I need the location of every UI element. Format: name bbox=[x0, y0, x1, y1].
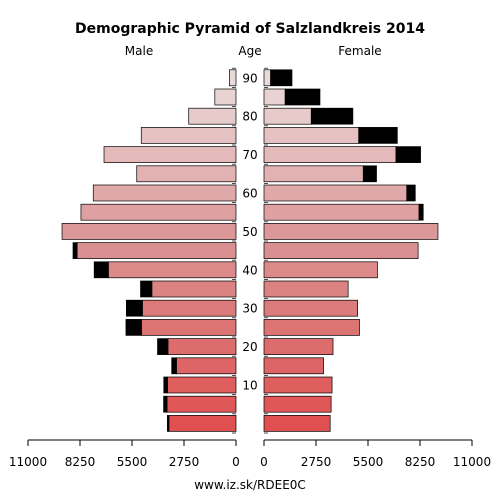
female-bar-90+ bbox=[263, 69, 271, 87]
male-bar-20-24 bbox=[167, 338, 237, 355]
female-surplus-bar-60-64 bbox=[406, 184, 416, 202]
female-bar-45-49 bbox=[263, 242, 419, 259]
female-bar-75-79 bbox=[263, 127, 360, 144]
male-surplus-bar-20-24 bbox=[157, 338, 169, 355]
male-bar-80-84 bbox=[188, 107, 237, 125]
male-bar-45-49 bbox=[76, 242, 237, 259]
age-header: Age bbox=[238, 44, 261, 58]
male-bar-60-64 bbox=[92, 184, 237, 202]
male-bar-50-54 bbox=[61, 223, 237, 240]
age-tick-label: 30 bbox=[242, 302, 257, 316]
female-bar-25-29 bbox=[263, 319, 360, 336]
female-x-tick-label: 5500 bbox=[353, 455, 384, 469]
female-bar-15-19 bbox=[263, 357, 324, 375]
age-tick-label: 90 bbox=[242, 71, 257, 85]
male-surplus-bar-5-9 bbox=[163, 395, 168, 413]
male-bar-65-69 bbox=[136, 165, 237, 183]
male-surplus-bar-25-29 bbox=[125, 319, 142, 336]
female-x-tick-label: 8250 bbox=[405, 455, 436, 469]
female-bar-35-39 bbox=[263, 280, 349, 298]
male-bar-5-9 bbox=[166, 395, 237, 413]
female-surplus-bar-85-89 bbox=[284, 88, 321, 106]
male-surplus-bar-45-49 bbox=[72, 242, 78, 259]
male-x-tick-label: 2750 bbox=[169, 455, 200, 469]
female-bar-50-54 bbox=[263, 223, 439, 240]
x-axis: 11000 8250 5500 2750 0 0 2750 5500 8250 11000 bbox=[9, 439, 491, 469]
age-tick-label: 40 bbox=[242, 263, 257, 277]
age-tick-label: 60 bbox=[242, 187, 257, 201]
female-bar-0-4 bbox=[263, 415, 331, 432]
female-bar-30-34 bbox=[263, 299, 358, 317]
male-bar-90+ bbox=[229, 69, 237, 87]
age-tick-label: 50 bbox=[242, 225, 257, 239]
female-x-tick-label: 0 bbox=[260, 455, 268, 469]
female-surplus-bar-80-84 bbox=[310, 107, 354, 125]
male-surplus-bar-10-14 bbox=[163, 376, 168, 394]
female-bar-5-9 bbox=[263, 395, 332, 413]
male-bar-0-4 bbox=[168, 415, 237, 432]
male-bar-35-39 bbox=[151, 280, 237, 298]
male-bar-30-34 bbox=[142, 299, 237, 317]
age-tick-label: 70 bbox=[242, 148, 257, 162]
female-bar-60-64 bbox=[263, 184, 408, 202]
male-surplus-bar-15-19 bbox=[171, 357, 177, 375]
female-x-tick-label: 2750 bbox=[301, 455, 332, 469]
female-bar-40-44 bbox=[263, 261, 378, 279]
female-surplus-bar-90+ bbox=[270, 69, 293, 87]
female-surplus-bar-65-69 bbox=[362, 165, 377, 183]
female-bar-80-84 bbox=[263, 107, 312, 125]
age-axis: 10 20 30 40 50 60 70 80 90 bbox=[232, 67, 268, 434]
female-bar-85-89 bbox=[263, 88, 286, 106]
male-x-tick-label: 11000 bbox=[9, 455, 47, 469]
female-surplus-bar-55-59 bbox=[418, 203, 424, 221]
male-surplus-bar-35-39 bbox=[140, 280, 153, 298]
male-bar-25-29 bbox=[141, 319, 237, 336]
male-bar-15-19 bbox=[176, 357, 237, 375]
male-bar-10-14 bbox=[167, 376, 237, 394]
male-bar-55-59 bbox=[80, 203, 237, 221]
male-header: Male bbox=[125, 44, 153, 58]
male-x-tick-label: 0 bbox=[232, 455, 240, 469]
female-header: Female bbox=[338, 44, 381, 58]
bars-layer bbox=[61, 69, 439, 432]
male-bar-85-89 bbox=[214, 88, 237, 106]
male-bar-70-74 bbox=[103, 146, 237, 163]
male-surplus-bar-40-44 bbox=[93, 261, 109, 279]
male-surplus-bar-0-4 bbox=[167, 415, 170, 432]
female-surplus-bar-75-79 bbox=[358, 127, 398, 144]
male-x-tick-label: 8250 bbox=[65, 455, 96, 469]
source-footer: www.iz.sk/RDEE0C bbox=[194, 478, 306, 492]
female-bar-10-14 bbox=[263, 376, 333, 394]
age-tick-label: 10 bbox=[242, 379, 257, 393]
male-bar-75-79 bbox=[140, 127, 237, 144]
female-bar-55-59 bbox=[263, 203, 420, 221]
male-bar-40-44 bbox=[108, 261, 237, 279]
female-x-tick-label: 11000 bbox=[453, 455, 491, 469]
chart-title: Demographic Pyramid of Salzlandkreis 201… bbox=[75, 21, 425, 37]
male-surplus-bar-30-34 bbox=[125, 299, 143, 317]
female-bar-70-74 bbox=[263, 146, 397, 163]
male-x-tick-label: 5500 bbox=[117, 455, 148, 469]
age-tick-label: 20 bbox=[242, 340, 257, 354]
age-tick-label: 80 bbox=[242, 110, 257, 124]
female-bar-65-69 bbox=[263, 165, 364, 183]
female-bar-20-24 bbox=[263, 338, 334, 355]
female-surplus-bar-70-74 bbox=[395, 146, 421, 163]
